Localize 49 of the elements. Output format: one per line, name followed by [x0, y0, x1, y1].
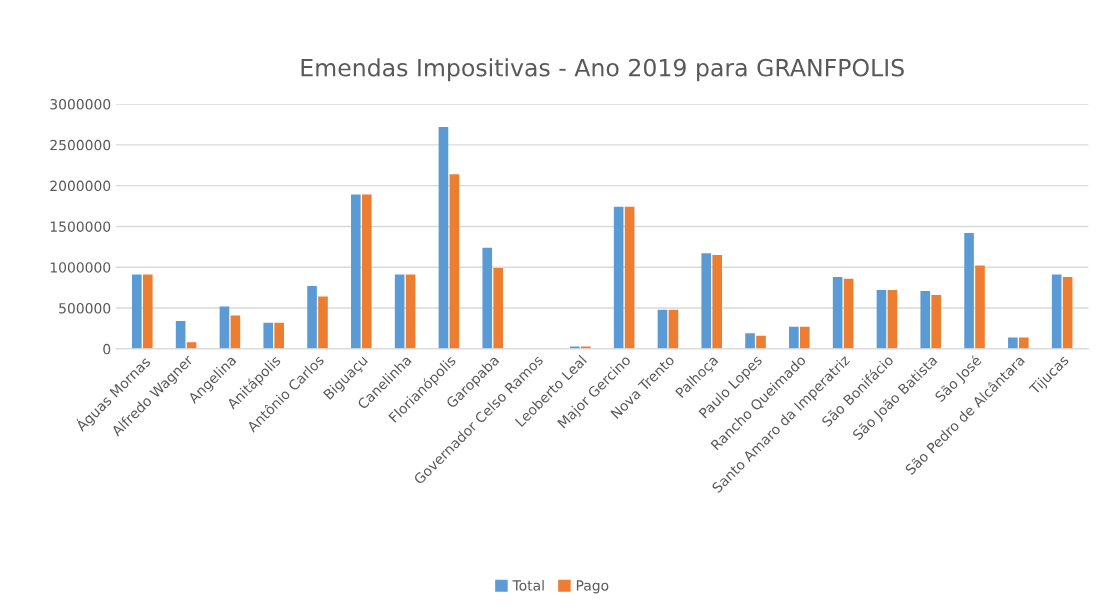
bar: [756, 335, 766, 349]
bar: [701, 253, 712, 349]
bar: [482, 247, 493, 349]
bar: [799, 326, 810, 349]
bar: [931, 294, 942, 349]
y-tick-label: 0: [103, 343, 111, 355]
bar: [132, 274, 142, 349]
y-tick-label: 3000000: [50, 99, 111, 110]
bar: [1062, 277, 1073, 349]
bar: [219, 306, 230, 349]
y-tick-label: 500000: [59, 303, 111, 314]
bar: [405, 274, 416, 349]
bar: [876, 290, 887, 349]
y-tick-label: 1500000: [50, 221, 111, 232]
bar: [318, 296, 328, 349]
legend-label: Pago: [576, 580, 609, 594]
bar: [712, 255, 723, 349]
bar: [361, 194, 372, 349]
bar: [964, 232, 974, 349]
bar: [975, 265, 985, 349]
bar: [307, 286, 317, 349]
bar: [394, 274, 405, 349]
y-tick-label: 1000000: [50, 262, 111, 273]
bar: [624, 206, 635, 349]
bar: [1019, 337, 1029, 349]
y-tick-label: 2500000: [50, 139, 111, 151]
bar: [887, 290, 898, 349]
bar: [832, 277, 843, 349]
bar: [920, 290, 931, 349]
bar: [1051, 274, 1062, 349]
bar: [274, 322, 284, 349]
bar: [230, 315, 241, 349]
bar: [613, 206, 624, 349]
chart-title: Emendas Impositivas - Ano 2019 para GRANFPOLIS: [301, 58, 904, 82]
bar: [142, 274, 153, 349]
bar: [745, 333, 755, 349]
bar: [843, 278, 854, 349]
bar: [1008, 337, 1018, 349]
bar: [493, 268, 504, 349]
bar: [668, 309, 679, 349]
bar: [449, 174, 460, 349]
bar: [263, 322, 274, 349]
y-tick-label: 2000000: [50, 180, 111, 192]
bar: [175, 321, 186, 349]
bar: [351, 194, 361, 349]
bar: [789, 326, 799, 349]
bar: [657, 309, 668, 349]
legend-label: Total: [512, 579, 544, 591]
bar: [438, 126, 449, 349]
